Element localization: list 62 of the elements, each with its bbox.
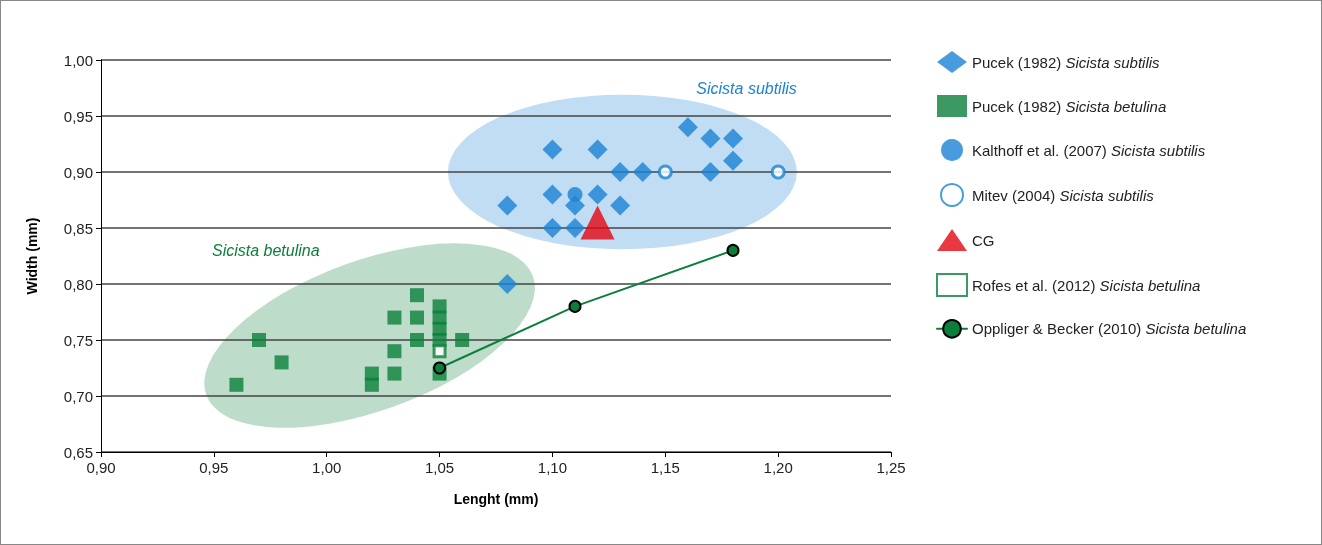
point (387, 344, 402, 359)
point (455, 333, 470, 347)
point (568, 299, 582, 313)
y-axis-title: Width (mm) (24, 217, 40, 295)
point (410, 288, 424, 303)
legend-label: Mitev (2004) Sicista subtilis (972, 186, 1155, 204)
point (542, 184, 563, 205)
point (542, 218, 563, 238)
legend-label: Kalthoff et al. (2007) Sicista subtilis (972, 141, 1206, 159)
x-tick-label: 1,20 (763, 459, 793, 476)
point (274, 355, 289, 370)
point (432, 344, 447, 359)
y-tick-label: 0,95 (63, 107, 93, 125)
point (410, 310, 424, 325)
point (497, 274, 518, 294)
x-tick-label: 1,25 (876, 459, 906, 476)
x-tick-label: 1,10 (537, 459, 568, 476)
point (252, 333, 266, 347)
point (542, 139, 563, 160)
point (726, 243, 740, 257)
point (497, 195, 518, 216)
point (364, 377, 379, 392)
x-tick-label: 1,15 (650, 459, 680, 476)
point (229, 377, 244, 392)
x-tick-label: 0,95 (199, 459, 229, 476)
point (657, 164, 673, 180)
point (700, 128, 721, 149)
point (610, 195, 631, 216)
y-tick-label: 1,00 (63, 51, 93, 69)
point (587, 139, 608, 160)
point (580, 205, 615, 240)
y-tick-label: 0,80 (63, 275, 93, 293)
point (632, 162, 653, 182)
y-tick-label: 0,90 (63, 163, 93, 181)
x-tick-label: 0,90 (86, 459, 116, 476)
point (677, 117, 698, 138)
point (723, 128, 743, 149)
x-tick-label: 1,05 (424, 459, 455, 476)
point (700, 162, 721, 182)
legend-label: Pucek (1982) Sicista subtilis (972, 53, 1161, 71)
point (587, 184, 608, 205)
y-tick-label: 0,70 (63, 387, 93, 405)
point (410, 333, 424, 347)
y-tick-label: 0,75 (63, 331, 93, 349)
point (567, 186, 583, 202)
point (565, 218, 585, 238)
legend-label: Rofes et al. (2012) Sicista betulina (972, 276, 1201, 294)
legend-label: CG (972, 231, 995, 249)
legend-label: Pucek (1982) Sicista betulina (972, 97, 1167, 115)
point (770, 164, 786, 180)
point (433, 361, 447, 375)
point (387, 310, 402, 325)
annotation: Sicista betulina (211, 241, 320, 259)
y-tick-label: 0,85 (63, 219, 93, 237)
x-tick-label: 1,00 (312, 459, 342, 476)
point (723, 150, 743, 171)
y-tick-label: 0,65 (63, 443, 93, 461)
point (387, 366, 402, 381)
point (610, 162, 631, 182)
annotation: Sicista subtilis (696, 79, 797, 97)
x-axis-title: Lenght (mm) (453, 491, 539, 507)
legend-label: Oppliger & Becker (2010) Sicista betulina (972, 320, 1247, 338)
